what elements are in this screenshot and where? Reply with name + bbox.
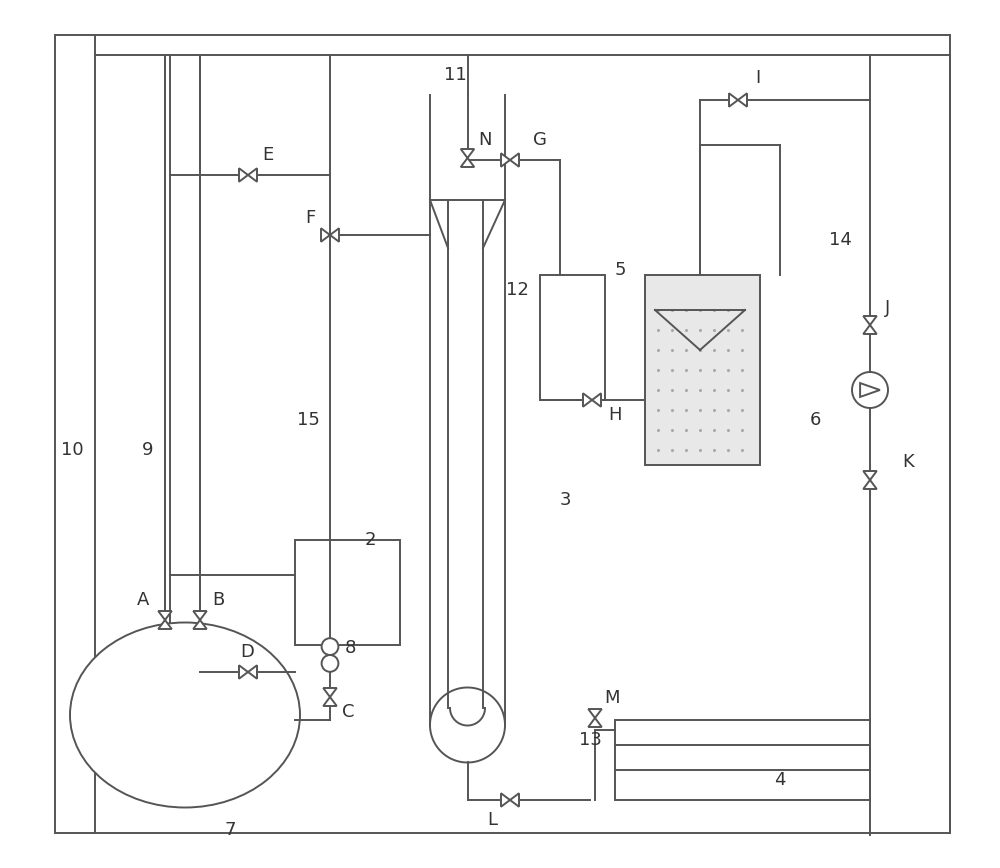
Polygon shape [193, 611, 207, 620]
Text: L: L [487, 811, 497, 829]
Bar [540, 275, 605, 400]
Text: 13: 13 [579, 731, 601, 749]
Polygon shape [863, 480, 877, 489]
Polygon shape [588, 718, 602, 727]
Text: K: K [902, 453, 914, 471]
Text: 12: 12 [506, 281, 528, 299]
Polygon shape [248, 168, 257, 181]
Polygon shape [239, 168, 248, 181]
Text: 11: 11 [444, 66, 466, 84]
Polygon shape [330, 228, 339, 242]
Polygon shape [461, 158, 474, 167]
Text: A: A [137, 591, 149, 609]
Polygon shape [588, 709, 602, 718]
Text: H: H [608, 406, 622, 424]
Text: 2: 2 [364, 531, 376, 549]
Circle shape [322, 655, 338, 672]
Text: 15: 15 [297, 411, 319, 429]
Text: F: F [305, 209, 315, 227]
Text: 3: 3 [559, 491, 571, 509]
Polygon shape [863, 471, 877, 480]
Bar [615, 720, 870, 800]
Text: 7: 7 [224, 821, 236, 839]
Polygon shape [863, 325, 877, 334]
Circle shape [322, 638, 338, 655]
Ellipse shape [70, 622, 300, 807]
Polygon shape [158, 620, 172, 629]
Bar [295, 540, 400, 645]
Text: 6: 6 [809, 411, 821, 429]
Text: 4: 4 [774, 771, 786, 789]
Polygon shape [321, 228, 330, 242]
Polygon shape [583, 393, 592, 407]
Polygon shape [158, 611, 172, 620]
Polygon shape [461, 149, 474, 158]
Polygon shape [592, 393, 601, 407]
Polygon shape [239, 665, 248, 679]
Polygon shape [193, 620, 207, 629]
Text: I: I [755, 69, 761, 87]
Polygon shape [738, 93, 747, 107]
Bar [55, 35, 950, 833]
Text: B: B [212, 591, 224, 609]
Text: J: J [885, 299, 891, 317]
Polygon shape [323, 697, 337, 706]
Polygon shape [863, 316, 877, 325]
Text: G: G [533, 131, 547, 149]
Text: M: M [604, 689, 620, 707]
Polygon shape [248, 665, 257, 679]
Circle shape [852, 372, 888, 408]
Text: 14: 14 [829, 231, 851, 249]
Text: N: N [478, 131, 492, 149]
Text: 9: 9 [142, 441, 154, 459]
Text: E: E [262, 146, 274, 164]
Text: D: D [240, 643, 254, 661]
Polygon shape [510, 793, 519, 806]
Polygon shape [501, 793, 510, 806]
Text: 8: 8 [344, 639, 356, 657]
Polygon shape [860, 383, 880, 397]
Text: 10: 10 [61, 441, 83, 459]
Polygon shape [510, 154, 519, 167]
Polygon shape [729, 93, 738, 107]
Polygon shape [323, 688, 337, 697]
Bar [645, 275, 760, 465]
Polygon shape [501, 154, 510, 167]
Text: 5: 5 [614, 261, 626, 279]
Text: C: C [342, 703, 354, 721]
